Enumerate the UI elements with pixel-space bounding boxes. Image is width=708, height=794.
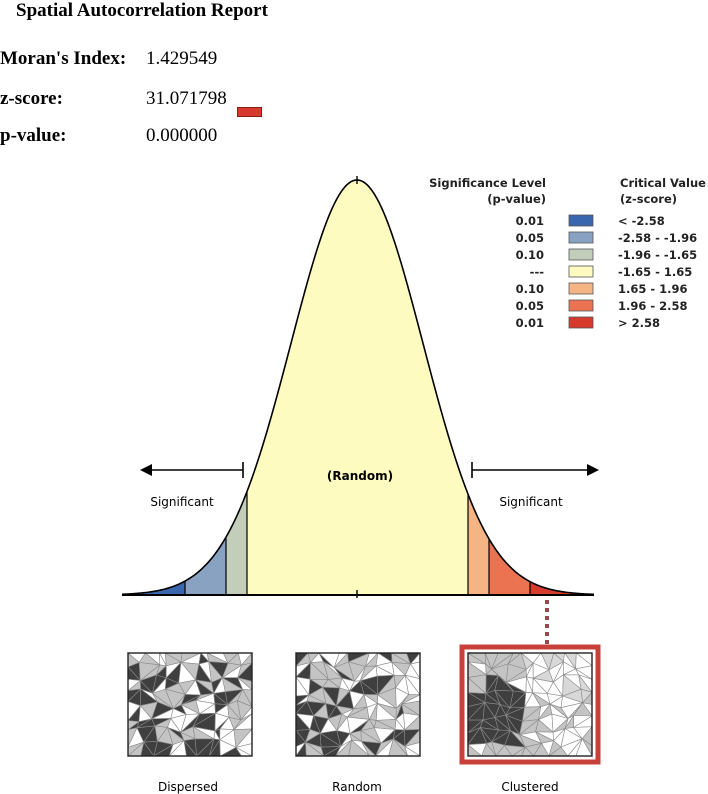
curve-segment: [530, 581, 594, 595]
left-significant-label: Significant: [150, 495, 214, 509]
random-label: (Random): [327, 469, 393, 483]
curve-segment: [122, 581, 185, 595]
right-significance-arrow: [471, 462, 599, 478]
legend-z-range: < -2.58: [618, 214, 665, 228]
curve-segment: [247, 180, 468, 595]
legend-p-value: 0.01: [516, 214, 544, 228]
right-significant-label: Significant: [499, 495, 563, 509]
stat-value: 31.071798: [146, 88, 227, 109]
curve-dividers: [184, 491, 531, 595]
legend-p-value: 0.10: [516, 282, 544, 296]
stat-label: z-score:: [0, 88, 63, 109]
critical-value-header: Critical Value: [620, 176, 706, 190]
clustered-highlight-frame: [459, 644, 601, 765]
map-frame: [127, 652, 253, 757]
legend-p-value: 0.10: [516, 248, 544, 262]
legend: Significance Level (p-value) Critical Va…: [429, 176, 706, 330]
legend-z-range: -1.65 - 1.65: [618, 265, 692, 279]
stat-label: p-value:: [0, 125, 67, 146]
legend-p-value: ---: [530, 265, 545, 279]
dispersed-label: Dispersed: [158, 780, 218, 794]
legend-swatch: [568, 282, 594, 295]
curve-segment: [226, 491, 247, 595]
stat-value: 1.429549: [146, 48, 218, 69]
legend-z-range: -2.58 - -1.96: [618, 231, 697, 245]
significance-level-header: Significance Level: [429, 176, 546, 190]
report-title: Spatial Autocorrelation Report: [16, 0, 268, 21]
clustered-label: Clustered: [501, 780, 558, 794]
map-frame: [467, 652, 593, 757]
legend-p-value: 0.05: [516, 299, 544, 313]
clustered-pattern-map: [459, 644, 601, 765]
stat-value: 0.000000: [146, 125, 218, 146]
stats-panel: Spatial Autocorrelation Report Moran's I…: [0, 0, 708, 160]
legend-z-range: 1.96 - 2.58: [618, 299, 688, 313]
curve-segment: [468, 494, 489, 595]
legend-swatch: [568, 214, 594, 227]
random-pattern-map: [295, 652, 422, 757]
z-score-header: (z-score): [620, 192, 677, 206]
legend-swatch: [568, 316, 594, 329]
legend-p-value: 0.01: [516, 316, 544, 330]
p-value-header: (p-value): [487, 192, 546, 206]
random-pattern-label: Random: [332, 780, 382, 794]
legend-p-value: 0.05: [516, 231, 544, 245]
dispersed-pattern-map: [126, 652, 253, 757]
legend-swatch: [568, 231, 594, 244]
legend-z-range: -1.96 - -1.65: [618, 248, 697, 262]
legend-z-range: > 2.58: [618, 316, 660, 330]
z-score-marker: [237, 107, 262, 117]
bell-curve-outline: [121, 179, 595, 596]
legend-swatch: [568, 299, 594, 312]
legend-swatch: [568, 248, 594, 261]
stat-label: Moran's Index:: [0, 48, 127, 69]
map-frame: [295, 652, 421, 757]
legend-z-range: 1.65 - 1.96: [618, 282, 688, 296]
legend-swatch: [568, 265, 594, 278]
left-significance-arrow: [140, 462, 244, 478]
